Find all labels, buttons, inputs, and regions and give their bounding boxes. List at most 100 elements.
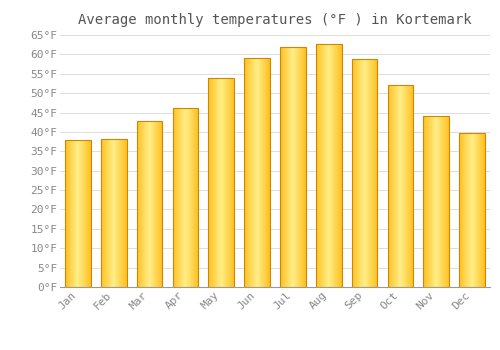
Bar — [186, 108, 187, 287]
Bar — [103, 139, 104, 287]
Bar — [396, 85, 397, 287]
Bar — [316, 43, 342, 287]
Bar — [389, 85, 390, 287]
Bar — [220, 78, 221, 287]
Bar — [329, 43, 330, 287]
Bar — [358, 59, 359, 287]
Bar — [388, 85, 413, 287]
Bar — [408, 85, 409, 287]
Bar — [65, 140, 66, 287]
Bar — [371, 59, 372, 287]
Bar — [224, 78, 225, 287]
Bar — [138, 121, 140, 287]
Bar — [156, 121, 157, 287]
Bar — [430, 117, 431, 287]
Bar — [283, 47, 284, 287]
Bar — [263, 58, 264, 287]
Bar — [191, 108, 192, 287]
Bar — [340, 43, 341, 287]
Bar — [72, 140, 73, 287]
Bar — [459, 133, 460, 287]
Bar — [153, 121, 154, 287]
Bar — [442, 117, 443, 287]
Bar — [120, 139, 121, 287]
Bar — [373, 59, 374, 287]
Bar — [142, 121, 143, 287]
Bar — [364, 59, 365, 287]
Bar — [101, 139, 126, 287]
Bar — [305, 47, 306, 287]
Bar — [319, 43, 320, 287]
Bar — [144, 121, 145, 287]
Bar — [182, 108, 183, 287]
Bar — [405, 85, 406, 287]
Bar — [245, 58, 246, 287]
Bar — [231, 78, 232, 287]
Bar — [320, 43, 321, 287]
Bar — [322, 43, 323, 287]
Bar — [196, 108, 197, 287]
Bar — [293, 47, 294, 287]
Bar — [197, 108, 198, 287]
Bar — [392, 85, 393, 287]
Bar — [388, 85, 389, 287]
Bar — [394, 85, 396, 287]
Bar — [108, 139, 109, 287]
Bar — [118, 139, 119, 287]
Bar — [290, 47, 291, 287]
Bar — [357, 59, 358, 287]
Bar — [359, 59, 360, 287]
Bar — [187, 108, 188, 287]
Bar — [159, 121, 160, 287]
Bar — [483, 133, 484, 287]
Bar — [102, 139, 103, 287]
Bar — [101, 139, 102, 287]
Bar — [112, 139, 113, 287]
Bar — [77, 140, 78, 287]
Bar — [295, 47, 296, 287]
Bar — [438, 117, 439, 287]
Bar — [341, 43, 342, 287]
Bar — [317, 43, 318, 287]
Bar — [330, 43, 331, 287]
Bar — [122, 139, 123, 287]
Bar — [407, 85, 408, 287]
Bar — [146, 121, 147, 287]
Bar — [334, 43, 335, 287]
Bar — [470, 133, 471, 287]
Bar — [285, 47, 286, 287]
Bar — [372, 59, 373, 287]
Bar — [74, 140, 75, 287]
Bar — [447, 117, 448, 287]
Bar — [335, 43, 336, 287]
Bar — [219, 78, 220, 287]
Bar — [227, 78, 228, 287]
Bar — [123, 139, 124, 287]
Bar — [253, 58, 254, 287]
Bar — [428, 117, 429, 287]
Bar — [282, 47, 283, 287]
Bar — [370, 59, 371, 287]
Bar — [337, 43, 338, 287]
Bar — [390, 85, 391, 287]
Bar — [121, 139, 122, 287]
Bar — [398, 85, 399, 287]
Bar — [71, 140, 72, 287]
Bar — [141, 121, 142, 287]
Bar — [435, 117, 436, 287]
Bar — [445, 117, 446, 287]
Bar — [80, 140, 81, 287]
Bar — [465, 133, 466, 287]
Bar — [397, 85, 398, 287]
Bar — [327, 43, 328, 287]
Bar — [143, 121, 144, 287]
Bar — [474, 133, 475, 287]
Bar — [481, 133, 482, 287]
Bar — [192, 108, 193, 287]
Bar — [82, 140, 83, 287]
Bar — [377, 59, 378, 287]
Bar — [265, 58, 266, 287]
Bar — [333, 43, 334, 287]
Bar — [88, 140, 89, 287]
Bar — [255, 58, 256, 287]
